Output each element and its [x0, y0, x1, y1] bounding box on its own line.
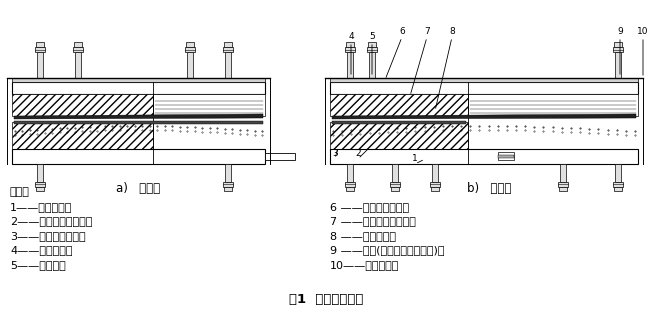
Bar: [186, 42, 194, 47]
Bar: [332, 121, 466, 124]
Bar: [225, 164, 231, 182]
Bar: [75, 52, 81, 82]
Bar: [392, 164, 398, 182]
Text: 9 ——锚栓(螺栓、套筒和螺杆)；: 9 ——锚栓(螺栓、套筒和螺杆)；: [330, 246, 445, 256]
Bar: [498, 152, 514, 160]
Bar: [614, 42, 622, 47]
Bar: [12, 78, 265, 82]
Bar: [74, 42, 82, 47]
Bar: [187, 52, 193, 82]
Bar: [330, 149, 638, 164]
Bar: [431, 187, 439, 191]
Bar: [37, 52, 43, 82]
Text: a)   纵桥向: a) 纵桥向: [116, 182, 160, 195]
Bar: [369, 52, 375, 82]
Polygon shape: [14, 114, 263, 119]
Bar: [330, 82, 638, 94]
Text: 2: 2: [355, 149, 361, 158]
Bar: [265, 153, 295, 160]
Bar: [613, 47, 623, 52]
Text: 7: 7: [424, 27, 430, 36]
Text: 图1  多向活动支座: 图1 多向活动支座: [289, 293, 363, 306]
Text: b)   横桥向: b) 横桥向: [467, 182, 511, 195]
Bar: [36, 42, 44, 47]
Bar: [368, 42, 376, 47]
Bar: [330, 78, 638, 82]
Bar: [12, 122, 153, 149]
Bar: [223, 182, 233, 187]
Text: 7 ——平面非金属滑板；: 7 ——平面非金属滑板；: [330, 217, 416, 227]
Bar: [559, 187, 567, 191]
Bar: [468, 94, 638, 116]
Text: 8 ——球冠衬板；: 8 ——球冠衬板；: [330, 231, 396, 241]
Text: 10: 10: [637, 27, 648, 36]
Bar: [14, 121, 263, 124]
Text: 2——球面非金属滑板；: 2——球面非金属滑板；: [10, 217, 92, 227]
Text: 4: 4: [348, 32, 354, 41]
Bar: [12, 82, 265, 94]
Text: 3——球面不锈钢板；: 3——球面不锈钢板；: [10, 231, 86, 241]
Bar: [12, 149, 265, 164]
Text: 6 ——平面不锈钢板；: 6 ——平面不锈钢板；: [330, 202, 409, 212]
Bar: [346, 187, 354, 191]
Text: 5——密封环；: 5——密封环；: [10, 260, 66, 270]
Bar: [225, 52, 231, 82]
Bar: [558, 182, 568, 187]
Bar: [614, 187, 622, 191]
Bar: [73, 47, 83, 52]
Text: 说明：: 说明：: [10, 187, 30, 197]
Text: 9: 9: [617, 27, 623, 36]
Bar: [330, 94, 468, 116]
Text: 1: 1: [412, 154, 418, 163]
Bar: [36, 187, 44, 191]
Bar: [615, 164, 621, 182]
Bar: [35, 47, 45, 52]
Text: 3: 3: [332, 149, 338, 158]
Polygon shape: [332, 114, 636, 119]
Bar: [345, 47, 355, 52]
Bar: [224, 42, 232, 47]
Bar: [432, 164, 438, 182]
Bar: [346, 42, 354, 47]
Bar: [560, 164, 566, 182]
Bar: [37, 164, 43, 182]
Bar: [35, 182, 45, 187]
Bar: [430, 182, 440, 187]
Text: 8: 8: [449, 27, 455, 36]
Bar: [347, 164, 353, 182]
Bar: [224, 187, 232, 191]
Bar: [223, 47, 233, 52]
Bar: [615, 52, 621, 82]
Text: 6: 6: [399, 27, 405, 36]
Text: 10——防尘围板。: 10——防尘围板。: [330, 260, 400, 270]
Text: 4——上支座板；: 4——上支座板；: [10, 246, 72, 256]
Text: 1——下支座板；: 1——下支座板；: [10, 202, 72, 212]
Bar: [185, 47, 195, 52]
Bar: [330, 122, 468, 149]
Bar: [498, 155, 514, 158]
Bar: [345, 182, 355, 187]
Bar: [613, 182, 623, 187]
Bar: [391, 187, 399, 191]
Bar: [367, 47, 377, 52]
Text: 5: 5: [369, 32, 375, 41]
Bar: [153, 94, 265, 116]
Bar: [12, 94, 153, 116]
Bar: [390, 182, 400, 187]
Bar: [347, 52, 353, 82]
